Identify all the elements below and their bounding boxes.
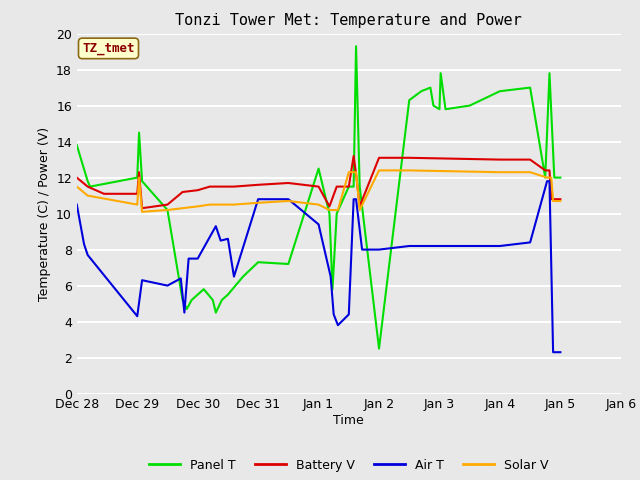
Y-axis label: Temperature (C) / Power (V): Temperature (C) / Power (V)	[38, 127, 51, 300]
Legend: Panel T, Battery V, Air T, Solar V: Panel T, Battery V, Air T, Solar V	[144, 454, 554, 477]
X-axis label: Time: Time	[333, 414, 364, 427]
Title: Tonzi Tower Met: Temperature and Power: Tonzi Tower Met: Temperature and Power	[175, 13, 522, 28]
Text: TZ_tmet: TZ_tmet	[82, 42, 135, 55]
